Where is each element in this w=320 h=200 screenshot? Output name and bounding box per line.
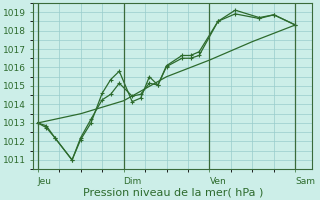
X-axis label: Pression niveau de la mer( hPa ): Pression niveau de la mer( hPa ) (83, 187, 263, 197)
